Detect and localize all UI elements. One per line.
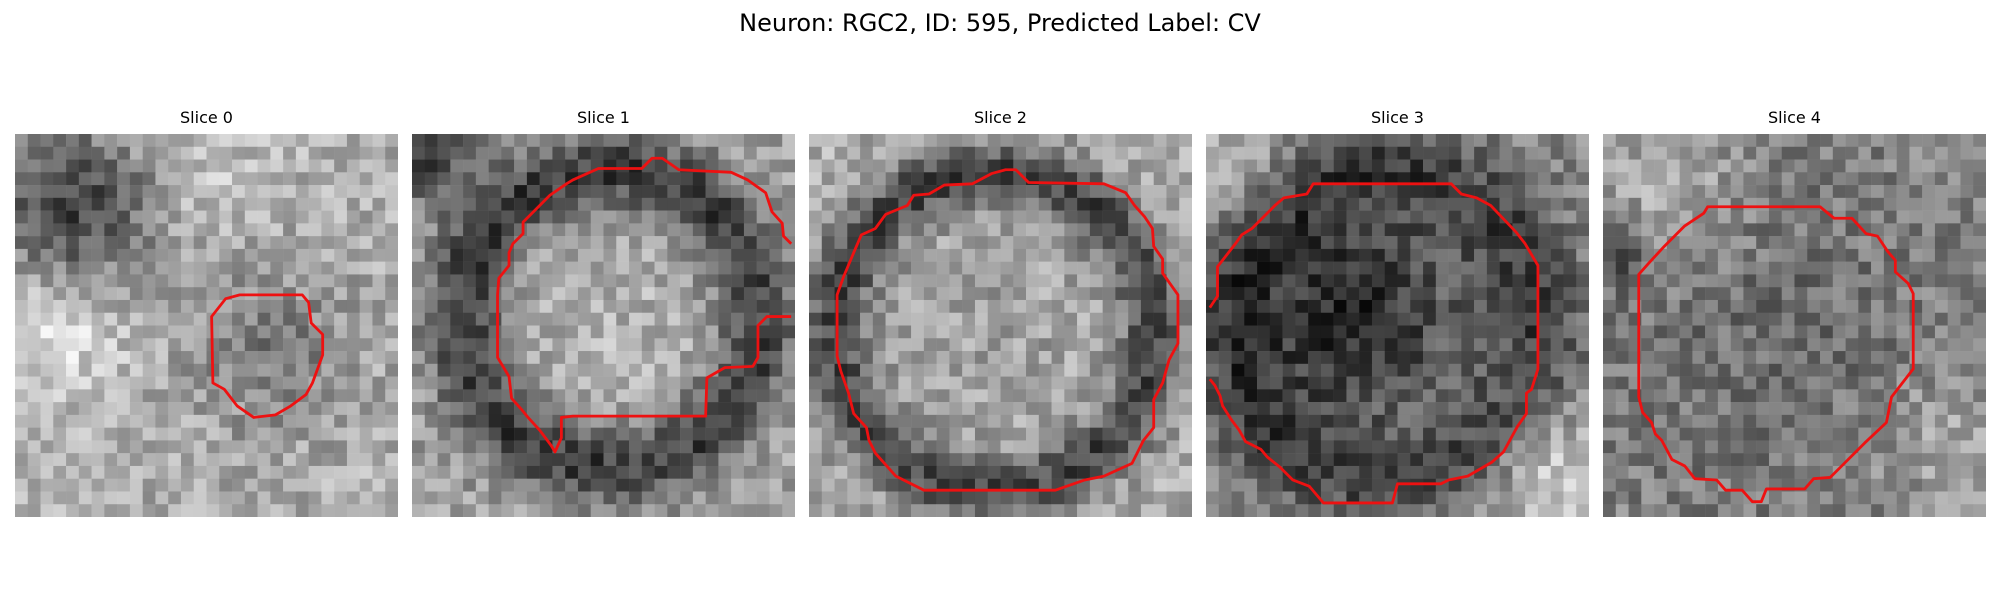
segmentation-contour [1208,182,1540,505]
segmentation-contour [1637,205,1915,504]
segmentation-contour [496,156,793,454]
slice-title: Slice 2 [974,108,1027,127]
slice-image [15,134,398,517]
slice-title: Slice 4 [1768,108,1821,127]
segmentation-contour [835,168,1180,492]
slice-image [809,134,1192,517]
slice-title: Slice 3 [1371,108,1424,127]
slice-title: Slice 1 [577,108,630,127]
slice-image [1603,134,1986,517]
slice-title: Slice 0 [180,108,233,127]
slice-image [1206,134,1589,517]
slice-image [412,134,795,517]
segmentation-contour [210,293,325,419]
figure-title: Neuron: RGC2, ID: 595, Predicted Label: … [739,9,1261,37]
